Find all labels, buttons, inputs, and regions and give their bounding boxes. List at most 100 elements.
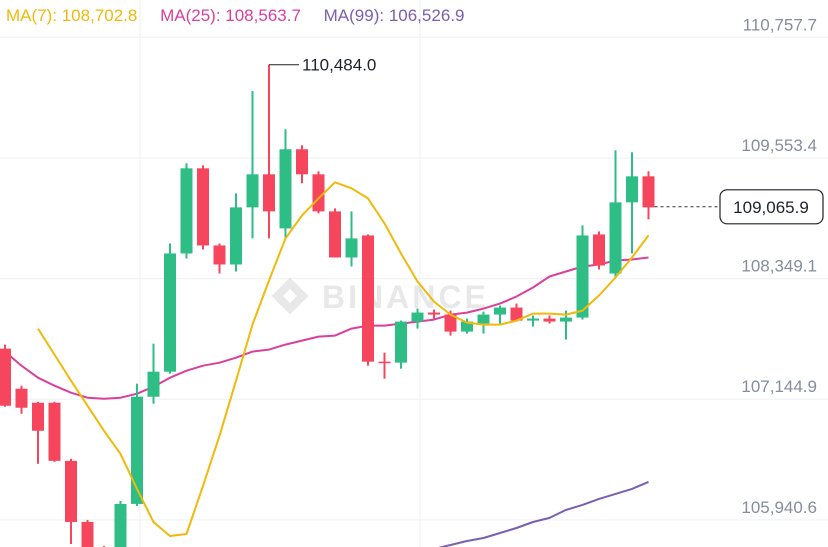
candle-up — [527, 315, 539, 327]
price-tick-label: 105,940.6 — [741, 498, 817, 517]
ma7-legend: MA(7): 108,702.8 — [6, 6, 138, 25]
candle-body — [527, 318, 539, 321]
binance-logo-icon — [271, 277, 309, 315]
ma7-line-layer — [37, 181, 650, 537]
candle-body — [411, 312, 424, 322]
candle-up — [147, 343, 160, 404]
current-price-box — [719, 189, 824, 225]
candle-body — [197, 168, 209, 246]
ma7-line — [37, 181, 650, 537]
candle-up — [395, 320, 407, 369]
candles-layer — [0, 64, 655, 547]
binance-watermark: BINANCE — [271, 277, 489, 315]
candle-body — [32, 402, 44, 431]
watermark-text: BINANCE — [322, 279, 489, 315]
candle-body — [131, 396, 143, 504]
candle-up — [576, 225, 589, 320]
candle-down — [642, 171, 655, 220]
candle-up — [345, 211, 358, 267]
candle-body — [609, 202, 622, 274]
candle-body — [428, 312, 440, 315]
candle-down — [312, 171, 325, 214]
price-tick-label: 109,553.4 — [741, 136, 817, 155]
candle-body — [81, 521, 94, 547]
candle-up — [164, 243, 176, 374]
candle-body — [444, 314, 457, 332]
current-price-label: 109,065.9 — [733, 198, 809, 217]
candle-body — [593, 234, 605, 266]
candle-body — [0, 348, 11, 406]
candle-down — [0, 344, 11, 407]
candle-body — [543, 318, 556, 322]
candle-down — [65, 458, 77, 544]
candle-up — [626, 152, 638, 254]
price-tick-label: 108,349.1 — [741, 257, 817, 276]
candle-body — [164, 253, 176, 372]
candle-down — [197, 165, 209, 250]
price-markers: 110,484.0 109,065.9 — [269, 56, 824, 225]
candle-body — [345, 238, 358, 258]
ma99-legend: MA(99): 106,526.9 — [323, 6, 465, 25]
candle-up — [180, 163, 193, 259]
candle-down — [32, 401, 44, 464]
candle-down — [263, 64, 275, 239]
candle-body — [15, 388, 28, 408]
candle-body — [312, 174, 325, 212]
price-tick-label: 107,144.9 — [741, 377, 817, 396]
candle-down — [15, 385, 28, 414]
candle-down — [593, 231, 605, 270]
candle-up — [461, 318, 473, 334]
ma25-line — [4, 256, 649, 400]
candle-down — [81, 519, 94, 547]
price-tick-label: 110,757.7 — [743, 15, 817, 34]
candle-down — [378, 352, 391, 379]
candle-down — [428, 309, 440, 319]
candle-body — [180, 168, 193, 254]
candle-down — [329, 208, 341, 258]
candle-body — [246, 174, 259, 208]
candle-up — [609, 150, 622, 278]
candle-body — [65, 460, 77, 522]
candle-up — [246, 91, 259, 239]
ma99-line — [438, 480, 649, 547]
candle-body — [477, 314, 490, 324]
candle-body — [213, 245, 226, 265]
candle-body — [642, 176, 655, 208]
candle-up — [477, 311, 490, 334]
candle-down — [362, 234, 374, 366]
candle-up — [279, 129, 292, 239]
candle-body — [296, 149, 308, 175]
candle-body — [263, 174, 275, 212]
price-axis: 110,757.7 109,553.4 108,349.1 107,144.9 105,… — [741, 15, 817, 517]
candle-body — [461, 321, 473, 332]
candle-up — [131, 383, 143, 506]
candle-up — [114, 500, 127, 547]
high-marker-label: 110,484.0 — [302, 56, 376, 75]
candle-body — [560, 317, 572, 322]
candle-body — [576, 235, 589, 318]
candle-body — [510, 307, 523, 321]
candle-down — [48, 401, 61, 462]
candle-body — [395, 321, 407, 363]
ma99-line-layer — [438, 480, 649, 547]
ma-legend: MA(7): 108,702.8 MA(25): 108,563.7 MA(99… — [6, 6, 482, 26]
candle-body — [329, 211, 341, 258]
candle-body — [230, 207, 242, 265]
candle-body — [48, 402, 61, 461]
candle-body — [147, 371, 160, 397]
candle-up — [230, 193, 242, 272]
candle-body — [114, 503, 127, 547]
candle-down — [510, 303, 523, 322]
candle-body — [362, 235, 374, 362]
candle-down — [296, 145, 308, 184]
candle-body — [626, 176, 638, 203]
candle-body — [494, 307, 506, 315]
candle-down — [543, 315, 556, 324]
candle-body — [378, 361, 391, 364]
candle-down — [213, 243, 226, 274]
ma25-legend: MA(25): 108,563.7 — [160, 6, 301, 25]
candle-body — [279, 149, 292, 229]
candle-up — [411, 308, 424, 329]
